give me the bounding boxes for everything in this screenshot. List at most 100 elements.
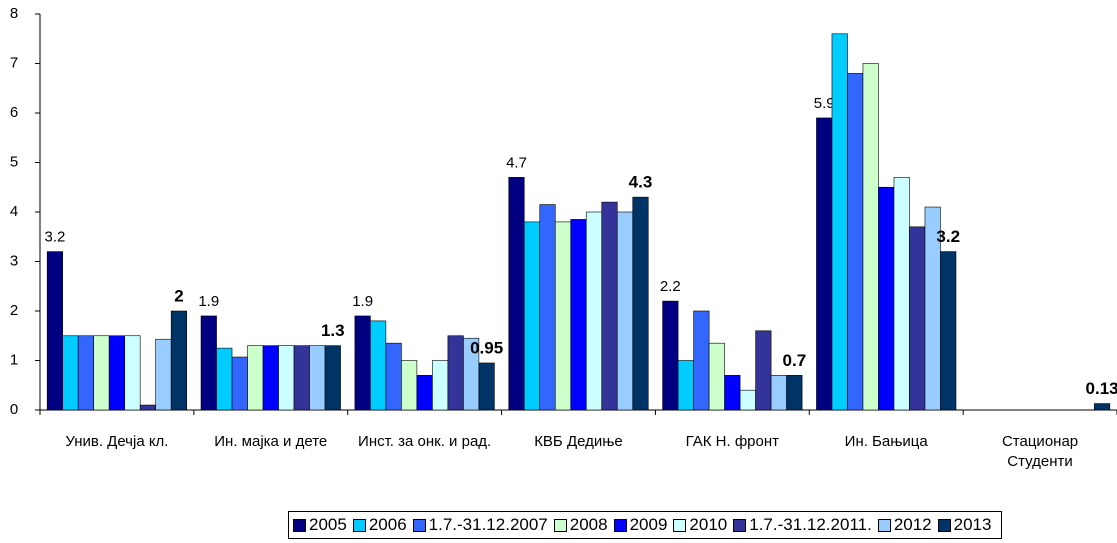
x-tick-label: Ин. мајка и дете (214, 433, 328, 450)
bar (231, 356, 248, 411)
legend: 2005 2006 1.7.-31.12.2007 2008 2009 2010 1.7.-… (288, 511, 1003, 539)
legend-label: 2008 (569, 515, 608, 534)
legend-item: 1.7.-31.12.2011. (733, 515, 872, 535)
legend-label: 2012 (893, 515, 932, 534)
legend-item: 2005 (293, 515, 347, 535)
bar (108, 335, 125, 411)
bar (46, 251, 63, 411)
legend-item: 2013 (937, 515, 992, 535)
bar (77, 335, 94, 411)
bar (693, 310, 710, 411)
bar (878, 186, 895, 411)
legend-label: 1.7.-31.12.2007 (428, 515, 548, 534)
legend-swatch (673, 518, 687, 532)
x-tick-label: Унив. Дечја кл. (65, 433, 169, 450)
bar (139, 404, 156, 411)
x-tick-label: Инст. за онк. и рад. (358, 433, 492, 450)
data-label: 5.9 (814, 95, 835, 112)
legend-label: 2009 (629, 515, 668, 534)
bar (616, 211, 634, 411)
bar (324, 345, 341, 411)
legend-label: 2005 (309, 515, 347, 534)
x-tick-label: КВБ Дедиње (534, 433, 623, 450)
y-tick-label: 7 (10, 54, 18, 71)
bar (385, 342, 402, 411)
x-tick-label: Ин. Бањица (844, 433, 928, 450)
y-tick-label: 4 (10, 203, 18, 220)
y-tick-label: 1 (10, 351, 18, 368)
legend-item: 2012 (877, 515, 932, 535)
bar (93, 335, 110, 411)
bar (770, 375, 787, 411)
bar (786, 375, 803, 411)
bar (893, 177, 910, 411)
bar (1094, 403, 1111, 411)
x-tick-label: Стационар Студенти (1001, 433, 1079, 470)
bar (293, 345, 310, 411)
y-tick-label: 6 (10, 104, 18, 121)
data-label: 2 (174, 286, 183, 305)
bar (632, 196, 649, 411)
data-label: 0.7 (783, 351, 807, 370)
bar (724, 375, 741, 411)
bar (262, 345, 279, 411)
bar (909, 226, 926, 411)
bar (831, 33, 848, 411)
y-tick-label: 8 (10, 5, 18, 22)
legend-swatch (733, 518, 747, 532)
legend-swatch (613, 518, 627, 532)
y-tick-label: 0 (10, 401, 18, 418)
bar (416, 375, 433, 411)
legend-item: 2006 (352, 515, 407, 535)
legend-swatch (877, 518, 891, 532)
data-label: 3.2 (936, 227, 960, 246)
legend-label: 2013 (953, 515, 992, 534)
data-label: 0.13 (1086, 379, 1117, 398)
bar (124, 335, 141, 411)
bar (662, 300, 679, 411)
bar (478, 362, 495, 411)
data-label: 4.7 (506, 154, 527, 171)
bar (708, 342, 725, 411)
legend-item: 2009 (613, 515, 668, 535)
bar (370, 320, 387, 411)
bar (677, 360, 694, 411)
bar (200, 315, 217, 411)
bar (940, 251, 957, 411)
x-tick-label: ГАК Н. фронт (685, 433, 780, 450)
y-tick-label: 2 (10, 302, 18, 319)
bar (447, 335, 464, 411)
bar (247, 345, 264, 411)
bar (739, 389, 756, 411)
bar (170, 310, 187, 411)
data-label: 1.3 (321, 321, 345, 340)
y-tick-label: 5 (10, 153, 18, 170)
legend-label: 1.7.-31.12.2011. (749, 515, 872, 534)
bar (401, 360, 418, 411)
legend-item: 2010 (673, 515, 727, 535)
bar (309, 345, 326, 411)
legend-label: 2010 (689, 515, 728, 534)
legend-label: 2006 (368, 515, 407, 534)
legend-item: 2008 (553, 515, 608, 535)
data-label: 1.9 (352, 293, 373, 310)
bar (554, 221, 572, 411)
bar (432, 360, 449, 411)
bar (62, 335, 79, 411)
legend-swatch (553, 518, 567, 532)
bar (539, 204, 556, 411)
y-tick-label: 3 (10, 252, 18, 269)
data-label: 3.2 (44, 229, 65, 246)
legend-item: 1.7.-31.12.2007 (412, 515, 548, 535)
bar (508, 177, 525, 411)
bar (523, 221, 541, 411)
bar (354, 315, 371, 411)
bar (155, 338, 172, 411)
data-label: 1.9 (198, 293, 219, 310)
legend-swatch (937, 518, 951, 532)
bar (570, 219, 587, 411)
bar (601, 201, 618, 411)
bar (816, 117, 833, 411)
bar (585, 211, 603, 411)
